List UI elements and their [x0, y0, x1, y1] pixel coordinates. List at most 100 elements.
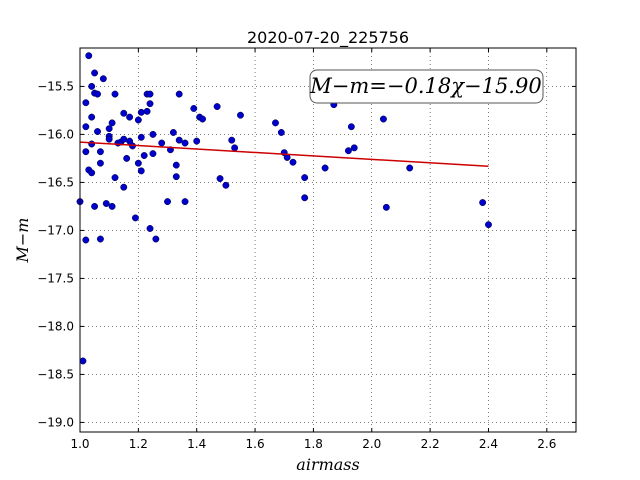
data-point [149, 150, 157, 158]
data-point [228, 136, 236, 144]
data-point [190, 105, 198, 112]
data-point [123, 154, 131, 162]
y-tick-label: −15.5 [37, 79, 74, 93]
data-point [134, 159, 142, 167]
y-tick-label: −18.0 [37, 319, 74, 333]
data-point [120, 109, 128, 117]
data-point [82, 236, 90, 244]
data-point [108, 119, 116, 127]
annotation-box [309, 69, 544, 104]
data-point [379, 115, 387, 123]
data-point [143, 107, 151, 115]
x-tick-label: 2.0 [362, 437, 381, 451]
data-point [146, 90, 154, 98]
x-tick-label: 2.4 [479, 437, 498, 451]
data-point [131, 214, 139, 222]
data-point [213, 103, 221, 111]
data-point [137, 108, 145, 116]
data-point [120, 135, 128, 143]
data-point [181, 198, 189, 206]
data-point [146, 225, 154, 232]
data-point [321, 164, 329, 172]
data-point [96, 159, 104, 167]
y-tick-label: −16.5 [37, 175, 74, 189]
x-tick-label: 1.6 [246, 437, 265, 451]
data-point [149, 130, 157, 138]
data-point [301, 174, 309, 182]
data-point [146, 100, 154, 108]
data-point [82, 99, 90, 107]
data-point [105, 135, 113, 143]
data-point [158, 139, 166, 147]
data-point [111, 90, 119, 98]
x-tick-label: 1.0 [70, 437, 89, 451]
data-point [88, 113, 96, 121]
data-point [216, 175, 224, 183]
data-point [382, 203, 390, 211]
data-point [126, 113, 134, 121]
data-point [85, 52, 93, 60]
data-point [181, 139, 189, 147]
data-point [193, 137, 201, 145]
data-point [134, 116, 142, 124]
data-point [301, 194, 309, 202]
data-point [137, 133, 145, 141]
fit-equation: M−m=−0.18χ−15.90 [309, 74, 541, 98]
chart-title: 2020-07-20_225756 [247, 28, 409, 48]
data-point [199, 115, 206, 123]
x-tick-label: 2.6 [537, 437, 556, 451]
x-tick-label: 1.2 [129, 437, 148, 451]
data-point [88, 169, 96, 177]
y-tick-label: −17.0 [37, 223, 74, 237]
data-point [79, 357, 87, 365]
data-point [152, 235, 160, 243]
data-point [231, 144, 239, 152]
x-tick-label: 1.8 [304, 437, 323, 451]
fit-line [79, 141, 489, 168]
data-point [164, 198, 171, 206]
data-point [344, 147, 352, 155]
data-point [169, 129, 177, 136]
data-point [111, 174, 119, 182]
data-point [99, 75, 107, 83]
data-point [485, 221, 492, 229]
data-point [96, 148, 104, 156]
y-tick-label: −18.5 [37, 367, 74, 381]
grid [80, 48, 576, 432]
data-points [76, 52, 492, 365]
data-point [91, 202, 99, 210]
y-tick-label: −16.0 [37, 127, 74, 141]
data-point [277, 129, 285, 136]
y-axis-label: M−m [13, 218, 32, 264]
data-point [222, 181, 230, 189]
data-point [175, 136, 183, 144]
x-tick-label: 2.2 [421, 437, 440, 451]
data-point [479, 199, 487, 207]
data-point [108, 202, 116, 210]
x-tick-label: 1.4 [187, 437, 206, 451]
data-point [406, 164, 414, 172]
data-point [175, 90, 183, 98]
data-point [120, 183, 128, 191]
data-point [94, 128, 101, 135]
axis-ticks: 1.0 1.2 1.4 1.6 1.8 2.0 2.2 2.4 2.6 −15.5 −16.0 −16… [37, 48, 576, 451]
data-point [140, 152, 148, 159]
data-point [237, 111, 244, 119]
data-point [105, 125, 113, 133]
data-point [82, 148, 90, 156]
data-point [82, 123, 90, 131]
data-point [88, 82, 96, 90]
data-point [91, 69, 99, 77]
x-axis-label: airmass [296, 455, 359, 474]
plot-frame [79, 47, 577, 433]
data-point [289, 158, 297, 166]
data-point [94, 90, 101, 98]
data-point [347, 123, 355, 131]
y-tick-label: −19.0 [37, 415, 74, 429]
data-point [96, 235, 104, 243]
data-point [172, 173, 180, 181]
data-point [172, 161, 180, 169]
y-tick-label: −17.5 [37, 271, 74, 285]
data-point [350, 144, 358, 152]
